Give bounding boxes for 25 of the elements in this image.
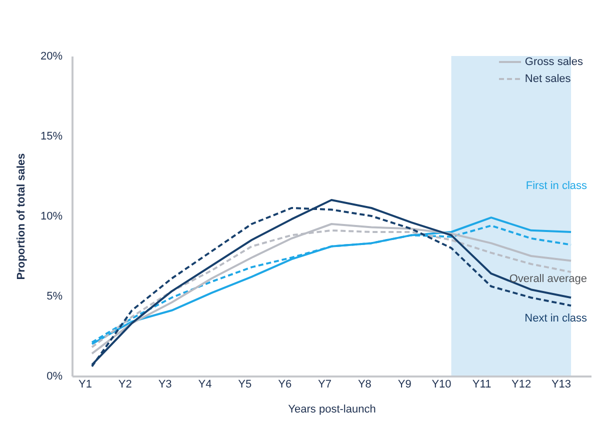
x-tick-label: Y7 <box>318 378 332 390</box>
y-tick-label: 5% <box>46 290 63 302</box>
x-tick-label: Y1 <box>78 378 92 390</box>
x-tick-label: Y9 <box>398 378 412 390</box>
x-tick-label: Y3 <box>158 378 172 390</box>
x-tick-label: Y4 <box>198 378 212 390</box>
series-label: Next in class <box>524 312 588 325</box>
x-tick-label: Y2 <box>118 378 132 390</box>
x-axis-title: Years post-launch <box>288 404 376 416</box>
x-tick-label: Y10 <box>432 378 452 390</box>
y-tick-label: 0% <box>46 370 63 382</box>
y-tick-label: 15% <box>40 130 63 142</box>
x-tick-label: Y8 <box>358 378 372 390</box>
x-tick-label: Y6 <box>278 378 292 390</box>
text: First in class <box>526 180 588 192</box>
annotation: Net sales <box>524 73 571 85</box>
annotation: Gross sales <box>524 56 583 68</box>
series-label: Overall average <box>509 272 588 285</box>
x-tick-label: Y12 <box>512 378 532 390</box>
y-tick-label: 20% <box>40 50 63 62</box>
x-tick-label: Y13 <box>551 378 572 390</box>
y-tick-label: 10% <box>40 210 63 222</box>
x-tick-label: Y11 <box>472 378 492 390</box>
y-axis-title: Proportion of total sales <box>15 153 28 280</box>
x-tick-label: Y5 <box>238 378 252 390</box>
